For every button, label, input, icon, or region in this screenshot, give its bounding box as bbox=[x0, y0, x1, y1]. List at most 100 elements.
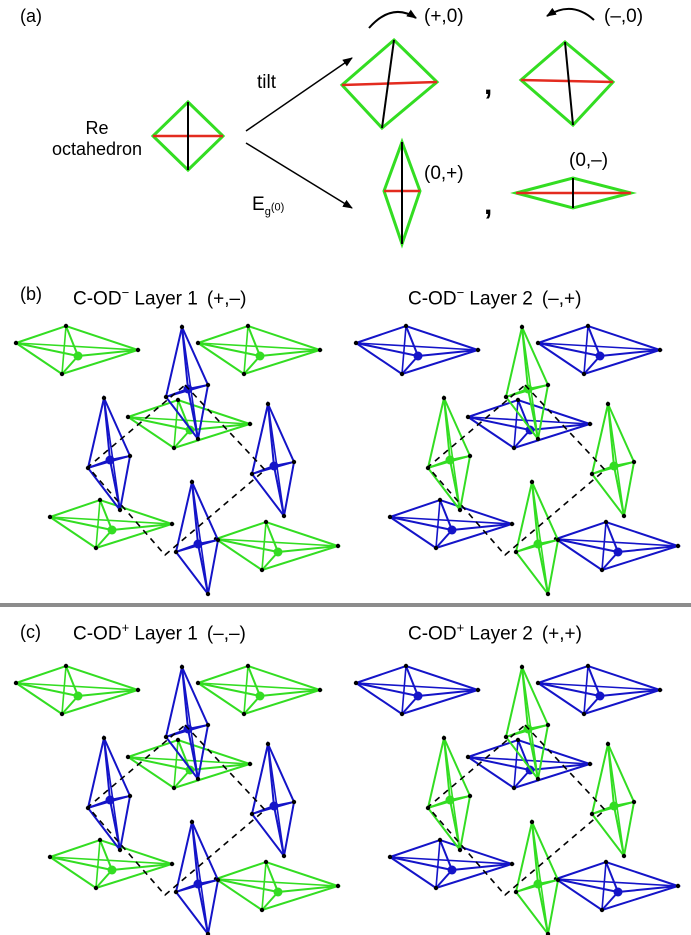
octahedron-blue bbox=[163, 323, 211, 442]
octahedron-green bbox=[589, 740, 637, 859]
vertex-dot bbox=[317, 687, 323, 693]
octahedron-blue bbox=[85, 734, 133, 853]
vertex-dot bbox=[519, 664, 525, 670]
vertex-dot bbox=[433, 545, 439, 551]
vertex-dot bbox=[631, 799, 637, 805]
flattened-octahedron bbox=[510, 176, 637, 210]
vertex-dot bbox=[467, 793, 473, 799]
vertex-dot bbox=[205, 382, 211, 388]
vertex-dot bbox=[117, 507, 123, 513]
vertex-dot bbox=[589, 811, 595, 817]
re-atom bbox=[609, 461, 619, 471]
re-atom bbox=[269, 461, 279, 471]
vertex-dot bbox=[509, 521, 515, 527]
re-label: Re octahedron bbox=[42, 118, 152, 160]
vertex-dot bbox=[457, 507, 463, 513]
vertex-dot bbox=[621, 853, 627, 859]
re-atom bbox=[193, 879, 203, 889]
vertex-dot bbox=[399, 711, 405, 717]
vertex-dot bbox=[587, 421, 593, 427]
re-atom bbox=[445, 795, 455, 805]
vertex-dot bbox=[509, 861, 515, 867]
vertex-dot bbox=[513, 549, 519, 555]
re-atom bbox=[73, 691, 83, 701]
vertex-dot bbox=[631, 459, 637, 465]
octahedron-green bbox=[13, 663, 142, 717]
vertex-dot bbox=[281, 513, 287, 519]
elongated-octahedron bbox=[382, 137, 422, 249]
vertex-dot bbox=[399, 371, 405, 377]
vertex-dot bbox=[127, 793, 133, 799]
b-layer2-sign: (–,+) bbox=[541, 288, 582, 310]
re-atom bbox=[73, 351, 83, 361]
eg-sup: (0) bbox=[270, 201, 285, 214]
octahedron-blue bbox=[553, 519, 682, 573]
vertex-dot bbox=[605, 741, 611, 747]
c-layer2-sign: (+,+) bbox=[541, 623, 582, 645]
vertex-dot bbox=[205, 722, 211, 728]
vertex-dot bbox=[403, 323, 409, 329]
c-layer1-sign: (–,–) bbox=[206, 623, 246, 645]
vertex-dot bbox=[163, 394, 169, 400]
c-layer1-title: C-OD+ Layer 1 (–,–) bbox=[73, 620, 246, 645]
vertex-dot bbox=[335, 543, 341, 549]
eg-sub: g(0) bbox=[264, 201, 285, 218]
vertex-dot bbox=[437, 497, 443, 503]
vertex-dot bbox=[441, 395, 447, 401]
vertex-dot bbox=[467, 453, 473, 459]
vertex-dot bbox=[47, 514, 53, 520]
vertex-dot bbox=[555, 537, 561, 543]
re-atom bbox=[413, 691, 423, 701]
vertex-dot bbox=[179, 324, 185, 330]
vertex-dot bbox=[545, 722, 551, 728]
octahedron-blue bbox=[249, 400, 297, 519]
octahedron-green bbox=[513, 478, 561, 597]
vertex-dot bbox=[291, 799, 297, 805]
lattice-c-layer1 bbox=[13, 663, 342, 935]
octahedron-green bbox=[195, 663, 324, 717]
vertex-dot bbox=[245, 323, 251, 329]
octahedron-blue bbox=[353, 323, 482, 377]
re-atom bbox=[273, 547, 283, 557]
vertex-dot bbox=[215, 877, 221, 883]
vertex-dot bbox=[93, 885, 99, 891]
re-atom bbox=[193, 539, 203, 549]
vertex-dot bbox=[603, 859, 609, 865]
re-atom bbox=[255, 691, 265, 701]
re-label-line2: octahedron bbox=[51, 139, 143, 159]
vertex-dot bbox=[97, 837, 103, 843]
eg-arrow bbox=[245, 142, 353, 209]
vertex-dot bbox=[175, 737, 181, 743]
panel-a-letter: (a) bbox=[20, 6, 42, 26]
octahedron-blue bbox=[85, 394, 133, 513]
re-atom bbox=[105, 455, 115, 465]
octahedron-blue bbox=[173, 818, 221, 935]
vertex-dot bbox=[657, 687, 663, 693]
vertex-dot bbox=[465, 414, 471, 420]
eg-main: E bbox=[252, 194, 265, 215]
octahedron-green bbox=[513, 818, 561, 935]
vertex-dot bbox=[585, 663, 591, 669]
vertex-dot bbox=[513, 889, 519, 895]
vertex-dot bbox=[171, 785, 177, 791]
re-atom bbox=[533, 879, 543, 889]
vertex-dot bbox=[585, 323, 591, 329]
vertex-dot bbox=[503, 734, 509, 740]
unit-cell-dashed bbox=[426, 723, 607, 897]
vertex-dot bbox=[63, 323, 69, 329]
vertex-dot bbox=[97, 497, 103, 503]
vertex-dot bbox=[475, 687, 481, 693]
vertex-dot bbox=[353, 340, 359, 346]
b-layer1-sign: (+,–) bbox=[206, 288, 247, 310]
vertex-dot bbox=[263, 519, 269, 525]
tilted-octahedron-minus bbox=[518, 40, 616, 128]
re-atom bbox=[609, 801, 619, 811]
comma-bottom: , bbox=[484, 188, 493, 221]
vertex-dot bbox=[675, 883, 681, 889]
vertex-dot bbox=[189, 479, 195, 485]
octahedron-blue bbox=[535, 663, 664, 717]
octahedron-blue bbox=[387, 497, 516, 551]
octahedron-blue bbox=[163, 663, 211, 782]
vertex-dot bbox=[545, 591, 551, 597]
vertex-dot bbox=[241, 711, 247, 717]
